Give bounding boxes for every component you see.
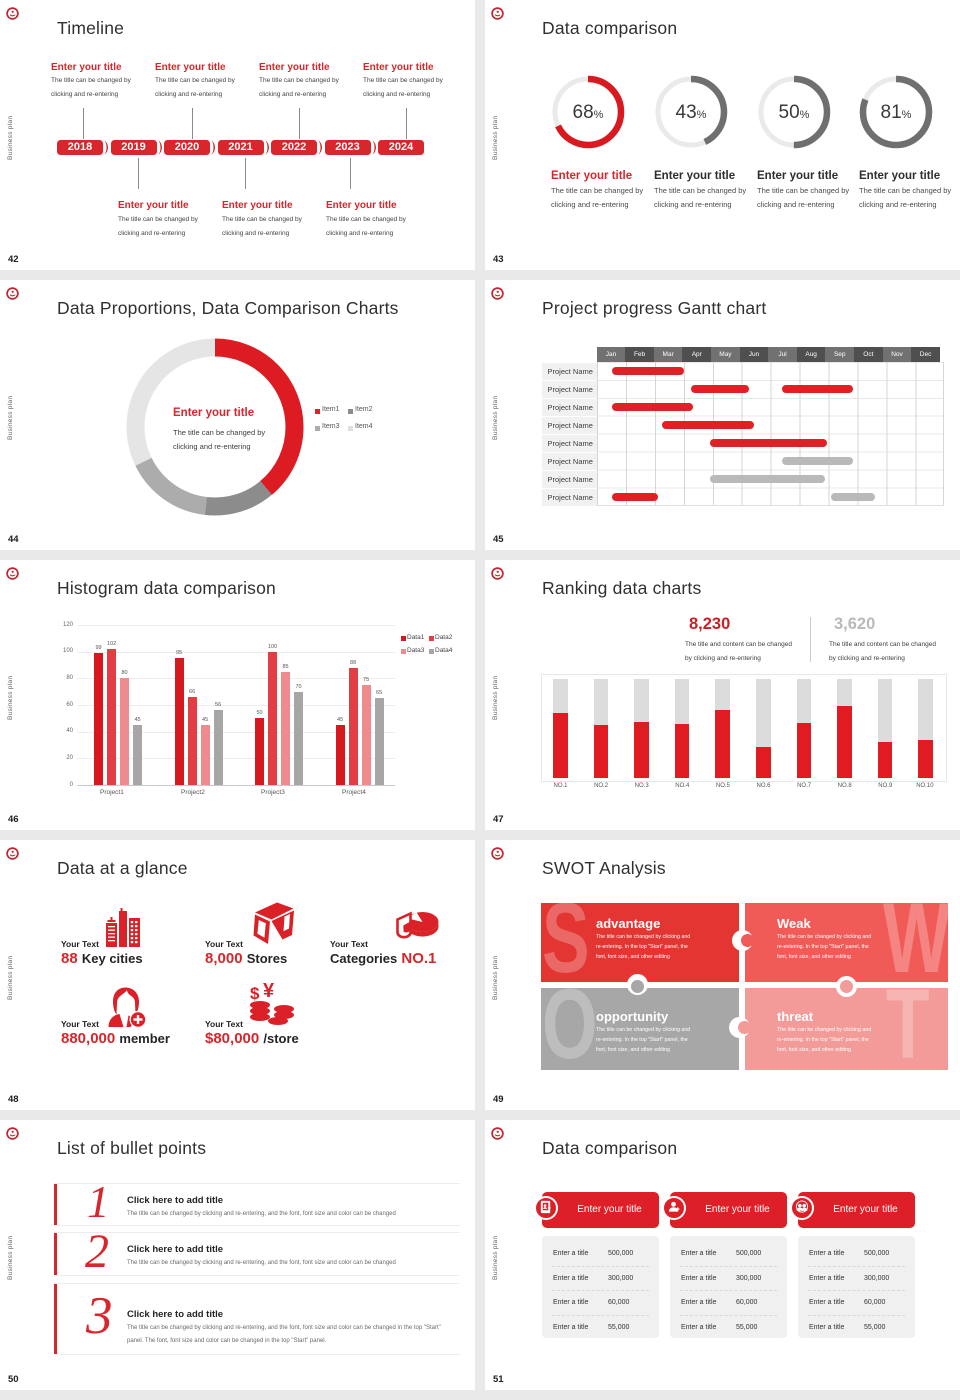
svg-text:¥: ¥ xyxy=(263,982,275,1002)
svg-text:$: $ xyxy=(250,984,260,1003)
